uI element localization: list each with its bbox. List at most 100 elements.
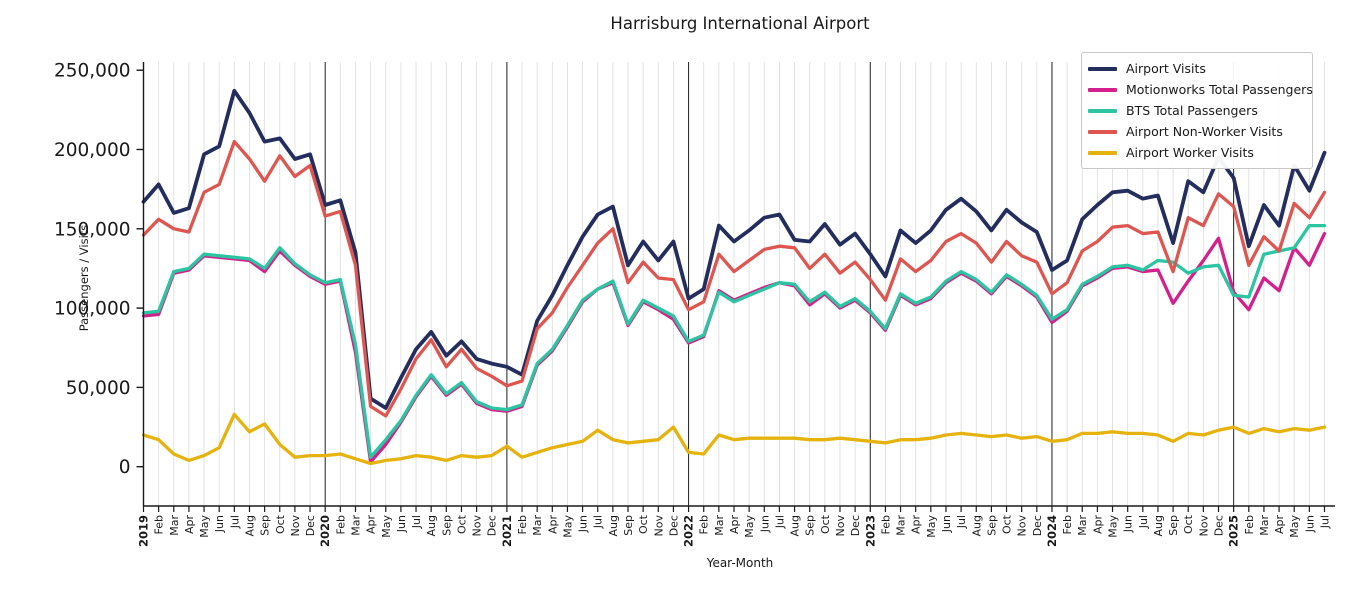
- x-tick-month-label: Jun: [577, 515, 590, 533]
- x-tick-month-label: Sep: [804, 515, 817, 536]
- x-tick-month-label: Sep: [259, 515, 272, 536]
- y-tick-label: 50,000: [66, 378, 131, 399]
- legend-item: Airport Visits: [1088, 58, 1306, 79]
- x-tick-year-label: 2021: [500, 515, 514, 547]
- x-tick-month-label: Feb: [1061, 515, 1074, 534]
- x-tick-month-label: Nov: [1016, 515, 1029, 537]
- x-tick-month-label: Apr: [1091, 515, 1104, 535]
- x-tick-month-label: Mar: [895, 515, 908, 536]
- x-tick-month-label: Jun: [758, 515, 771, 533]
- x-tick-month-label: Mar: [168, 515, 181, 536]
- x-tick-month-label: Jun: [1122, 515, 1135, 533]
- x-tick-month-label: May: [1288, 515, 1301, 538]
- x-tick-month-label: Aug: [1152, 515, 1165, 536]
- legend-label: Airport Visits: [1126, 61, 1206, 76]
- x-tick-month-label: Nov: [1197, 515, 1210, 537]
- x-tick-month-label: May: [198, 515, 211, 538]
- x-tick-year-label: 2020: [318, 515, 332, 547]
- x-tick-month-label: Sep: [440, 515, 453, 536]
- x-tick-month-label: Jul: [773, 515, 786, 529]
- x-axis-label: Year-Month: [706, 556, 774, 570]
- x-tick-month-label: Mar: [1258, 515, 1271, 536]
- y-tick-label: 200,000: [54, 140, 131, 161]
- x-tick-month-label: Oct: [1001, 514, 1014, 534]
- x-tick-month-label: Aug: [789, 515, 802, 536]
- x-tick-month-label: Oct: [274, 514, 287, 534]
- legend-item: BTS Total Passengers: [1088, 100, 1306, 121]
- x-tick-month-label: Mar: [1076, 515, 1089, 536]
- legend-swatch-worker: [1088, 150, 1117, 155]
- series-line-airport-worker-visits: [141, 412, 1327, 466]
- x-tick-month-label: Nov: [289, 515, 302, 537]
- x-tick-month-label: Dec: [667, 515, 680, 536]
- x-tick-month-label: Mar: [713, 515, 726, 536]
- x-tick-year-label: 2025: [1227, 515, 1241, 547]
- x-tick-month-label: Jul: [410, 515, 423, 529]
- x-tick-month-label: Nov: [471, 515, 484, 537]
- x-tick-month-label: Nov: [652, 515, 665, 537]
- x-tick-month-label: Feb: [334, 515, 347, 534]
- x-tick-month-label: Jun: [395, 515, 408, 533]
- x-tick-month-label: Apr: [910, 515, 923, 535]
- x-tick-month-label: Feb: [698, 515, 711, 534]
- legend-label: BTS Total Passengers: [1126, 103, 1258, 118]
- x-tick-month-label: Dec: [849, 515, 862, 536]
- x-tick-month-label: Jul: [228, 515, 241, 529]
- x-tick-year-label: 2023: [863, 515, 877, 547]
- x-tick-month-label: Aug: [243, 515, 256, 536]
- x-tick-month-label: Feb: [1243, 515, 1256, 534]
- x-tick-month-label: Apr: [1273, 515, 1286, 535]
- y-tick-label: 150,000: [54, 219, 131, 240]
- chart-title: Harrisburg International Airport: [610, 14, 870, 33]
- x-tick-month-label: Oct: [1182, 514, 1195, 534]
- x-tick-month-label: Apr: [365, 515, 378, 535]
- x-tick-month-label: Jul: [955, 515, 968, 529]
- x-tick-month-label: Dec: [486, 515, 499, 536]
- x-tick-month-label: Apr: [728, 515, 741, 535]
- x-tick-month-label: May: [380, 515, 393, 538]
- series-line-bts-total-passengers: [141, 223, 1327, 459]
- x-tick-month-label: Jul: [1137, 515, 1150, 529]
- y-tick-label: 100,000: [54, 299, 131, 320]
- x-tick-month-label: Dec: [1213, 515, 1226, 536]
- x-tick-month-label: Jul: [1318, 515, 1331, 529]
- x-tick-month-label: Dec: [1031, 515, 1044, 536]
- x-tick-month-label: Oct: [819, 514, 832, 534]
- x-tick-month-label: Sep: [622, 515, 635, 536]
- x-tick-month-label: May: [561, 515, 574, 538]
- x-tick-year-label: 2024: [1045, 515, 1059, 547]
- x-tick-month-label: Apr: [183, 515, 196, 535]
- x-tick-month-label: Sep: [1167, 515, 1180, 536]
- y-axis-label: Passengers / Visits: [77, 224, 91, 332]
- x-tick-month-label: Feb: [153, 515, 166, 534]
- x-tick-month-label: May: [1107, 515, 1120, 538]
- legend-item: Airport Worker Visits: [1088, 142, 1306, 163]
- x-tick-month-label: Nov: [834, 515, 847, 537]
- x-tick-month-label: Jun: [213, 515, 226, 533]
- legend-label: Airport Non-Worker Visits: [1126, 124, 1283, 139]
- x-tick-month-label: Aug: [607, 515, 620, 536]
- y-tick-label: 250,000: [54, 61, 131, 82]
- legend-label: Airport Worker Visits: [1126, 145, 1254, 160]
- x-tick-month-label: Aug: [425, 515, 438, 536]
- legend-item: Airport Non-Worker Visits: [1088, 121, 1306, 142]
- x-tick-month-label: Apr: [546, 515, 559, 535]
- legend-swatch-airport-visits: [1088, 66, 1117, 71]
- x-tick-month-label: Jul: [592, 515, 605, 529]
- x-tick-month-label: Mar: [531, 515, 544, 536]
- x-tick-month-label: Feb: [879, 515, 892, 534]
- x-tick-month-label: Oct: [637, 514, 650, 534]
- x-tick-month-label: Oct: [455, 514, 468, 534]
- legend-label: Motionworks Total Passengers: [1126, 82, 1313, 97]
- x-tick-month-label: Jun: [940, 515, 953, 533]
- series-line-airport-non-worker-visits: [141, 139, 1327, 418]
- x-tick-month-label: Mar: [349, 515, 362, 536]
- x-tick-month-label: Sep: [985, 515, 998, 536]
- series-line-airport-visits: [141, 88, 1327, 410]
- x-tick-month-label: May: [743, 515, 756, 538]
- x-tick-year-label: 2019: [137, 515, 151, 547]
- x-tick-month-label: Dec: [304, 515, 317, 536]
- x-tick-year-label: 2022: [682, 515, 696, 547]
